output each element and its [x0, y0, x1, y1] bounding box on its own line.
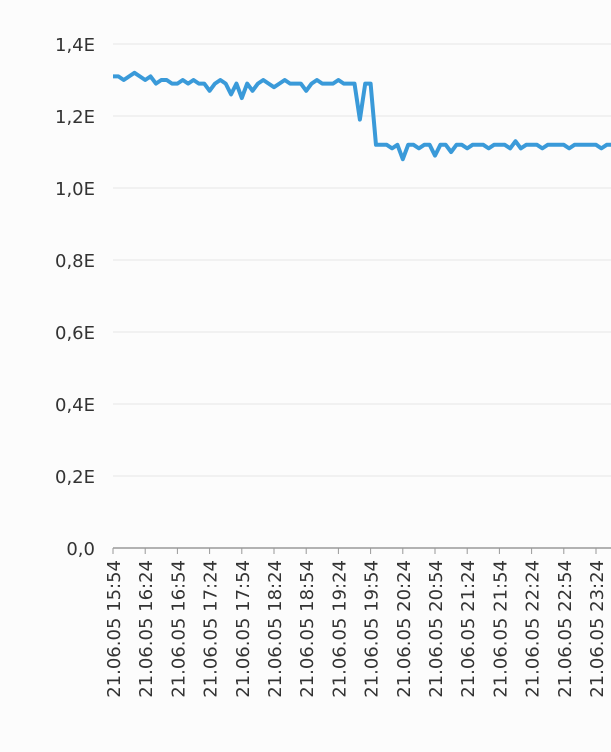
y-tick-label: 0,2E — [55, 467, 95, 488]
x-tick-label: 21.06.05 17:24 — [201, 560, 222, 698]
x-tick-label: 21.06.05 18:54 — [297, 560, 318, 698]
y-tick-label: 0,0 — [66, 539, 95, 560]
y-tick-label: 1,2E — [55, 107, 95, 128]
x-tick-label: 21.06.05 21:54 — [490, 560, 511, 698]
x-tick-label: 21.06.05 19:24 — [329, 560, 350, 698]
x-tick-label: 21.06.05 15:54 — [104, 560, 125, 698]
y-tick-label: 0,6E — [55, 323, 95, 344]
x-tick-label: 21.06.05 16:24 — [136, 560, 157, 698]
y-tick-label: 1,0E — [55, 179, 95, 200]
x-tick-label: 21.06.05 22:24 — [523, 560, 544, 698]
data-line — [113, 70, 611, 162]
y-tick-label: 0,8E — [55, 251, 95, 272]
y-tick-label: 1,4E — [55, 35, 95, 56]
x-tick-label: 21.06.05 18:24 — [265, 560, 286, 698]
x-tick-label: 21.06.05 16:54 — [168, 560, 189, 698]
y-tick-label: 0,4E — [55, 395, 95, 416]
x-tick-label: 21.06.05 19:54 — [362, 560, 383, 698]
x-tick-label: 21.06.05 23:24 — [587, 560, 608, 698]
x-tick-label: 21.06.05 22:54 — [555, 560, 576, 698]
x-tick-label: 21.06.05 17:54 — [233, 560, 254, 698]
x-tick-label: 21.06.05 21:24 — [458, 560, 479, 698]
x-tick-label: 21.06.05 20:24 — [394, 560, 415, 698]
x-tick-label: 21.06.05 20:54 — [426, 560, 447, 698]
